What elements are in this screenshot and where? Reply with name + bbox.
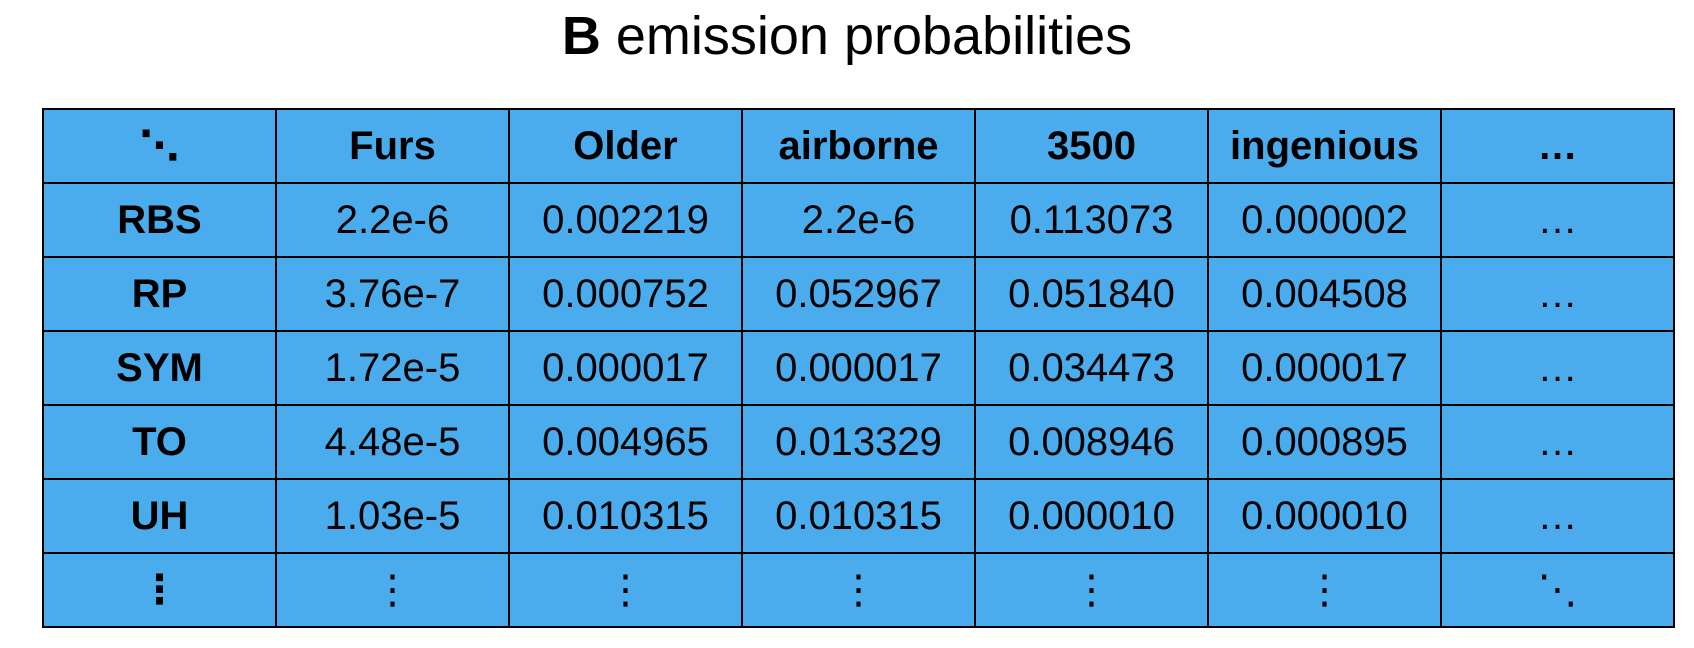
table-header-row: ⋱ Furs Older airborne 3500 ingenious … — [42, 108, 1675, 184]
table-cell: 2.2e-6 — [275, 182, 510, 258]
table-row: UH 1.03e-5 0.010315 0.010315 0.000010 0.… — [42, 478, 1675, 554]
table-cell: ⋮ — [974, 552, 1209, 628]
table-cell: 0.000895 — [1207, 404, 1442, 480]
table-cell: 0.051840 — [974, 256, 1209, 332]
table-cell: … — [1440, 404, 1675, 480]
row-label: RP — [42, 256, 277, 332]
table-corner-cell: ⋱ — [42, 108, 277, 184]
table-cell: 0.000002 — [1207, 182, 1442, 258]
table-cell: ⋮ — [1207, 552, 1442, 628]
title-text: emission probabilities — [615, 6, 1133, 66]
table-cell: 2.2e-6 — [741, 182, 976, 258]
table-row: RP 3.76e-7 0.000752 0.052967 0.051840 0.… — [42, 256, 1675, 332]
row-label: UH — [42, 478, 277, 554]
table-cell: 0.000752 — [508, 256, 743, 332]
table-cell: 1.72e-5 — [275, 330, 510, 406]
emission-table: ⋱ Furs Older airborne 3500 ingenious … R… — [42, 108, 1675, 628]
emission-table-container: ⋱ Furs Older airborne 3500 ingenious … R… — [42, 108, 1675, 628]
table-cell: ⋱ — [1440, 552, 1675, 628]
table-cell: … — [1440, 256, 1675, 332]
title-matrix-symbol: B — [561, 6, 601, 66]
table-row: SYM 1.72e-5 0.000017 0.000017 0.034473 0… — [42, 330, 1675, 406]
column-header: ingenious — [1207, 108, 1442, 184]
column-header: airborne — [741, 108, 976, 184]
table-cell: ⋮ — [508, 552, 743, 628]
column-header: Furs — [275, 108, 510, 184]
table-cell: … — [1440, 182, 1675, 258]
table-row-ellipsis: ⋮ ⋮ ⋮ ⋮ ⋮ ⋮ ⋱ — [42, 552, 1675, 628]
table-cell: 0.010315 — [741, 478, 976, 554]
table-cell: 0.013329 — [741, 404, 976, 480]
column-header: … — [1440, 108, 1675, 184]
table-cell: … — [1440, 478, 1675, 554]
table-row: RBS 2.2e-6 0.002219 2.2e-6 0.113073 0.00… — [42, 182, 1675, 258]
table-cell: 0.113073 — [974, 182, 1209, 258]
table-cell: ⋮ — [275, 552, 510, 628]
table-cell: 4.48e-5 — [275, 404, 510, 480]
table-cell: 3.76e-7 — [275, 256, 510, 332]
row-label: SYM — [42, 330, 277, 406]
table-cell: 0.008946 — [974, 404, 1209, 480]
table-cell: 0.004508 — [1207, 256, 1442, 332]
table-cell: 0.000017 — [508, 330, 743, 406]
table-cell: 0.004965 — [508, 404, 743, 480]
table-row: TO 4.48e-5 0.004965 0.013329 0.008946 0.… — [42, 404, 1675, 480]
column-header: 3500 — [974, 108, 1209, 184]
table-cell: 0.052967 — [741, 256, 976, 332]
row-label: ⋮ — [42, 552, 277, 628]
table-cell: 0.000010 — [1207, 478, 1442, 554]
row-label: TO — [42, 404, 277, 480]
table-cell: 1.03e-5 — [275, 478, 510, 554]
table-cell: 0.000010 — [974, 478, 1209, 554]
table-cell: 0.000017 — [741, 330, 976, 406]
table-cell: 0.010315 — [508, 478, 743, 554]
row-label: RBS — [42, 182, 277, 258]
table-cell: 0.034473 — [974, 330, 1209, 406]
table-cell: … — [1440, 330, 1675, 406]
page-title: B emission probabilities — [0, 4, 1694, 68]
table-cell: 0.002219 — [508, 182, 743, 258]
table-cell: 0.000017 — [1207, 330, 1442, 406]
column-header: Older — [508, 108, 743, 184]
table-cell: ⋮ — [741, 552, 976, 628]
